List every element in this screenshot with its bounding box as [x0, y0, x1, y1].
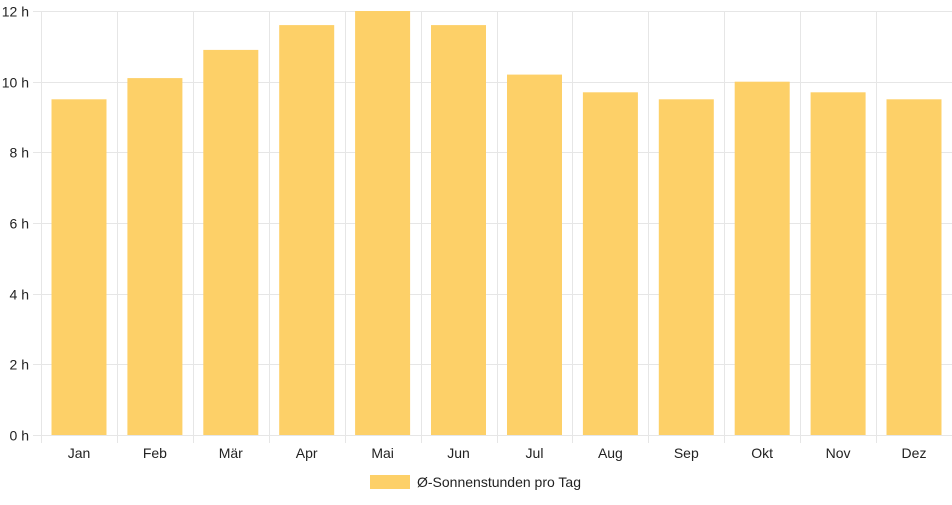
bar-feb[interactable]	[127, 78, 183, 435]
y-tick-label: 10 h	[2, 75, 29, 91]
x-tick-label: Mär	[219, 445, 243, 461]
y-axis-ticks: 0 h 2 h 4 h 6 h 8 h 10 h 12 h	[2, 4, 29, 444]
bar-nov[interactable]	[810, 92, 866, 436]
x-tick-label: Nov	[826, 445, 851, 461]
x-tick-label: Dez	[902, 445, 927, 461]
bar-jun[interactable]	[431, 25, 486, 435]
y-tick-label: 6 h	[10, 216, 29, 232]
y-tick-label: 2 h	[10, 357, 29, 373]
legend[interactable]: Ø-Sonnenstunden pro Tag	[370, 474, 581, 490]
grid-lines	[33, 11, 952, 443]
bar-mai[interactable]	[355, 11, 411, 435]
bar-aug[interactable]	[582, 92, 638, 436]
x-tick-label: Apr	[296, 445, 318, 461]
bar-jul[interactable]	[507, 74, 562, 435]
y-tick-label: 0 h	[10, 428, 29, 444]
x-tick-label: Mai	[371, 445, 394, 461]
y-tick-label: 4 h	[10, 287, 29, 303]
bar-sep[interactable]	[658, 99, 714, 436]
bar-apr[interactable]	[279, 25, 335, 435]
x-tick-label: Okt	[751, 445, 773, 461]
y-tick-label: 8 h	[10, 145, 29, 161]
bar-okt[interactable]	[734, 81, 790, 435]
x-tick-label: Feb	[143, 445, 167, 461]
bar-jan[interactable]	[51, 99, 107, 436]
x-tick-label: Sep	[674, 445, 699, 461]
x-tick-label: Jan	[68, 445, 91, 461]
x-tick-label: Aug	[598, 445, 623, 461]
x-tick-label: Jun	[447, 445, 470, 461]
bars-group	[51, 11, 942, 436]
x-axis-ticks: Jan Feb Mär Apr Mai Jun Jul Aug Sep Okt Nov Dez	[68, 445, 927, 461]
x-tick-label: Jul	[526, 445, 544, 461]
bar-dez[interactable]	[886, 99, 942, 436]
legend-swatch[interactable]	[370, 475, 410, 489]
bar-mär[interactable]	[203, 49, 259, 436]
legend-label[interactable]: Ø-Sonnenstunden pro Tag	[417, 474, 581, 490]
y-tick-label: 12 h	[2, 4, 29, 20]
